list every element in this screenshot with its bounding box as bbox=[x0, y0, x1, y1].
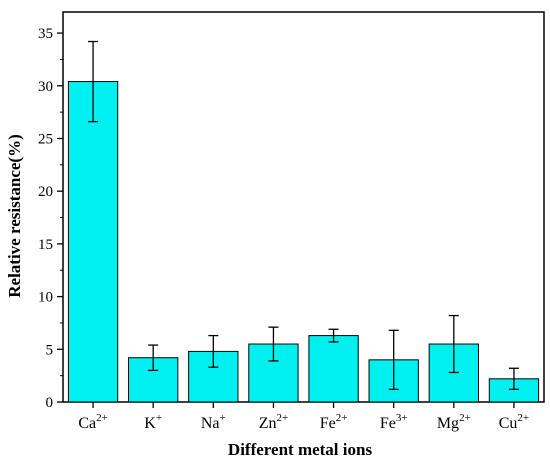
x-tick-label: Fe3+ bbox=[380, 412, 408, 432]
x-tick-label: Na+ bbox=[201, 412, 226, 432]
x-tick-label: Fe2+ bbox=[320, 412, 348, 432]
y-axis-title: Relative resistance(%) bbox=[5, 134, 24, 298]
plot-frame bbox=[62, 11, 545, 403]
bar bbox=[308, 335, 359, 403]
y-tick-label: 35 bbox=[38, 26, 53, 42]
bar bbox=[67, 81, 119, 403]
x-tick-label: Mg2+ bbox=[437, 412, 471, 432]
x-tick-label: Cu2+ bbox=[499, 412, 529, 432]
y-tick-label: 0 bbox=[46, 395, 54, 411]
y-tick-label: 20 bbox=[38, 184, 53, 200]
plot-area: 0 5 10 15 20 25 30 35 Ca2+ K+ Na+ Zn2+ Fe2+ Fe3+ Mg2+ C… bbox=[38, 11, 545, 432]
y-tick-label: 25 bbox=[38, 131, 53, 147]
y-tick-label: 5 bbox=[46, 342, 54, 358]
y-tick-label: 30 bbox=[38, 79, 53, 95]
x-tick-label: Ca2+ bbox=[78, 412, 108, 432]
x-axis-title: Different metal ions bbox=[228, 440, 373, 459]
y-tick-label: 10 bbox=[38, 290, 53, 306]
y-tick-label: 15 bbox=[38, 237, 53, 253]
x-tick-label: Zn2+ bbox=[259, 412, 289, 432]
x-tick-label: K+ bbox=[144, 412, 162, 432]
